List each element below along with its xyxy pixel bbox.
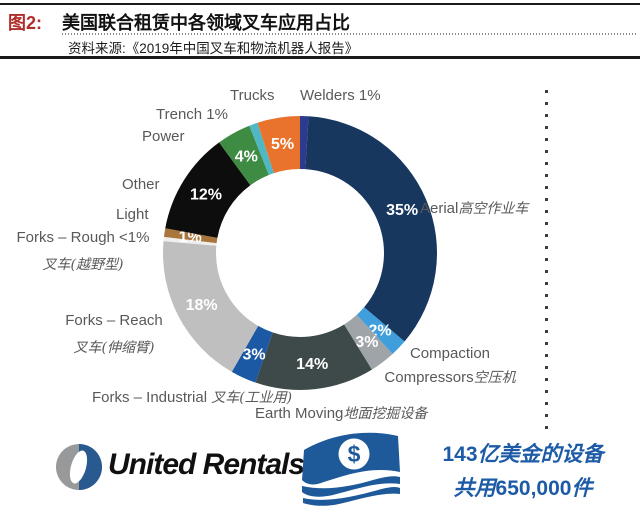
donut-segment-compaction: [356, 307, 405, 354]
label-trench: Trench 1%: [156, 106, 228, 123]
donut-segment-trench: [249, 122, 274, 175]
donut-segment-forks-reach: [163, 241, 259, 372]
donut-segment-power: [219, 125, 269, 186]
donut-segment-welders: [300, 115, 309, 170]
data-source-line: 资料来源:《2019年中国叉车和物流机器人报告》: [68, 41, 359, 56]
label-earth-moving: Earth Moving地面挖掘设备: [255, 405, 428, 422]
label-compaction-compressors: Compaction Compressors空压机: [384, 345, 516, 386]
donut-pct-label-aerial: 35%: [386, 202, 418, 219]
label-forks-reach: Forks – Reach 叉车(伸缩臂): [65, 312, 163, 356]
united-rentals-wordmark: United Rentals®: [108, 448, 312, 482]
page-title: 美国联合租赁中各领域叉车应用占比: [62, 13, 350, 33]
donut-segment-compressors: [344, 314, 393, 370]
label-light: Light: [116, 206, 149, 223]
top-rule: [0, 3, 640, 5]
donut-segment-earth-moving: [255, 324, 372, 390]
label-forks-rough: Forks – Rough <1% 叉车(越野型): [16, 229, 150, 273]
label-power: Power: [142, 128, 185, 145]
dollar-banknote-icon: $: [302, 432, 400, 506]
donut-pct-label-earth-moving: 14%: [296, 356, 328, 373]
label-other: Other: [122, 176, 160, 193]
donut-segment-other: [165, 142, 251, 238]
stats-line-1: 143亿美金的设备: [442, 441, 604, 466]
donut-segment-light: [163, 228, 218, 244]
donut-pct-label-other: 12%: [190, 187, 222, 204]
label-trucks: Trucks: [230, 87, 275, 104]
donut-segment-trucks: [257, 116, 300, 174]
donut-segment-aerial: [305, 116, 438, 342]
donut-pct-label-power: 4%: [235, 148, 258, 165]
label-welders: Welders 1%: [300, 87, 381, 104]
donut-pct-label-compressors: 3%: [355, 334, 378, 351]
figure-number-label: 图2:: [8, 13, 43, 33]
svg-text:$: $: [348, 441, 361, 467]
donut-pct-label-forks-industrial: 3%: [243, 347, 266, 364]
donut-pct-label-forks-reach: 18%: [186, 297, 218, 314]
donut-pct-label-trucks: 5%: [271, 136, 294, 153]
donut-segment-forks-industrial: [231, 325, 273, 383]
donut-segment-forks-rough: [163, 236, 217, 246]
dotted-separator-line: [545, 90, 548, 430]
donut-chart: 35%2%3%14%3%18%1%12%4%5%: [163, 115, 438, 390]
header-bottom-rule: [0, 56, 640, 59]
title-dotted-rule: [62, 33, 638, 35]
united-rentals-circle-icon: [56, 444, 102, 490]
united-rentals-logo: United Rentals®: [56, 442, 312, 494]
label-aerial: Aerial高空作业车: [420, 200, 529, 217]
stats-line-2: 共用650,000件: [453, 475, 593, 500]
equipment-stats-text: 143亿美金的设备 共用650,000件: [420, 437, 626, 505]
label-forks-industrial: Forks – Industrial 叉车(工业用): [92, 389, 293, 406]
